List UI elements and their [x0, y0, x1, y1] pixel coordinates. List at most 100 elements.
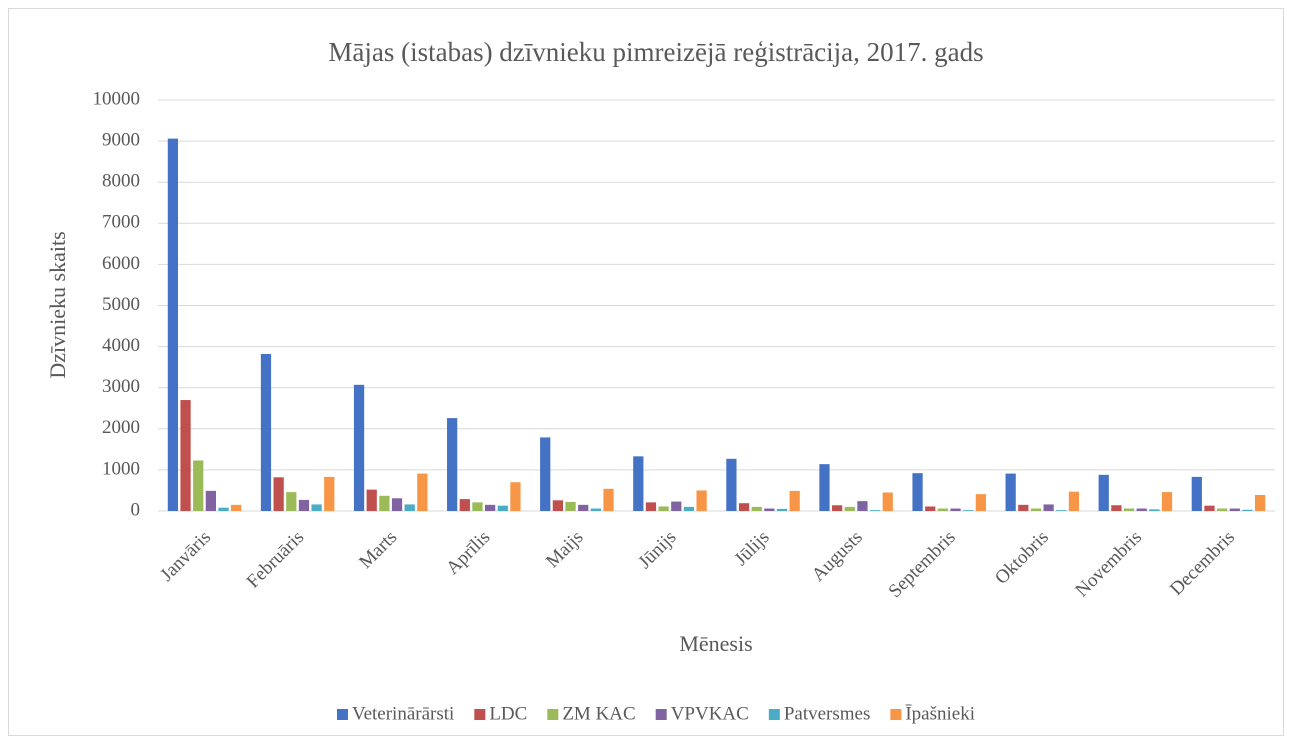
bar [565, 501, 576, 511]
bar [1242, 509, 1253, 511]
legend-label: ZM KAC [562, 703, 635, 724]
bar [925, 506, 936, 511]
y-tick-label: 2000 [102, 417, 140, 438]
bar [633, 456, 644, 511]
bar [366, 489, 377, 511]
y-tick-label: 7000 [102, 212, 140, 233]
bar [447, 418, 458, 511]
y-tick-label: 8000 [102, 171, 140, 192]
bar [180, 400, 191, 511]
bar [552, 500, 564, 511]
legend-label: VPVKAC [671, 703, 749, 724]
y-tick-label: 3000 [102, 376, 140, 397]
legend-swatch [547, 709, 559, 720]
bar [353, 384, 365, 511]
bar [937, 508, 948, 511]
bar [658, 506, 669, 511]
bar [273, 477, 284, 511]
bar [231, 504, 242, 511]
bar [472, 502, 483, 511]
bar [751, 506, 762, 511]
bar [1043, 504, 1054, 511]
bar [1111, 505, 1122, 511]
bar [1068, 491, 1080, 511]
bar [603, 488, 614, 511]
legend-label: Patversmes [784, 703, 871, 724]
bar [882, 492, 893, 511]
chart-border [8, 8, 1284, 736]
bar [1123, 508, 1135, 511]
y-tick-label: 9000 [102, 129, 140, 150]
bar [683, 506, 695, 511]
bar [391, 498, 403, 511]
y-tick-label: 10000 [93, 88, 141, 109]
bar [789, 490, 800, 511]
bar [963, 510, 974, 511]
bar [738, 503, 750, 511]
legend-swatch [655, 709, 667, 720]
bar [869, 510, 881, 511]
bar [912, 473, 923, 511]
legend-label: Īpašnieki [905, 703, 975, 724]
bar [510, 482, 521, 511]
bar [1098, 474, 1109, 511]
bar [260, 353, 272, 511]
legend-swatch [474, 709, 486, 720]
bar [726, 458, 737, 511]
y-tick-label: 4000 [102, 335, 140, 356]
bar [205, 490, 216, 511]
bar [857, 501, 868, 511]
bar [459, 499, 470, 511]
bar [832, 505, 843, 511]
bar [1191, 476, 1202, 511]
bar [844, 506, 855, 511]
bar [167, 138, 179, 511]
bar [950, 508, 961, 511]
bar [1056, 510, 1067, 511]
legend-swatch [768, 709, 780, 720]
bar [1204, 505, 1215, 511]
legend-label: Veterinārārsti [352, 703, 454, 724]
bar [1161, 492, 1173, 511]
bar [218, 507, 229, 511]
legend-swatch [336, 709, 348, 720]
bar [311, 504, 322, 511]
bar [193, 460, 204, 511]
bar [379, 495, 390, 511]
y-tick-label: 0 [131, 499, 141, 520]
bar [404, 504, 415, 511]
bar [1229, 508, 1240, 511]
bar [590, 508, 601, 511]
legend-label: LDC [489, 703, 527, 724]
bar [1254, 494, 1266, 511]
bar [1005, 473, 1016, 511]
bar [485, 504, 496, 511]
bar [417, 473, 428, 511]
bar [540, 437, 551, 511]
bar [1018, 504, 1029, 511]
legend-swatch [890, 709, 902, 720]
bar [578, 504, 589, 511]
x-axis-title: Mēnesis [679, 631, 752, 656]
chart-title: Mājas (istabas) dzīvnieku pimreizējā reģ… [328, 37, 983, 67]
bar [1217, 508, 1228, 511]
y-axis-title: Dzīvnieku skaits [45, 231, 70, 378]
bar [497, 505, 508, 511]
bar [645, 502, 657, 511]
bar [324, 476, 335, 511]
bar [1136, 508, 1147, 511]
y-tick-label: 1000 [102, 458, 140, 479]
bar [298, 499, 310, 511]
bar [776, 508, 788, 511]
bar [286, 492, 297, 511]
bar [819, 464, 830, 511]
bar [764, 508, 775, 511]
y-tick-label: 6000 [102, 253, 140, 274]
y-tick-label: 5000 [102, 294, 140, 315]
bar [671, 501, 682, 511]
bar [1030, 508, 1042, 511]
bar [696, 490, 707, 511]
bar [975, 494, 986, 511]
bar [1149, 509, 1160, 511]
